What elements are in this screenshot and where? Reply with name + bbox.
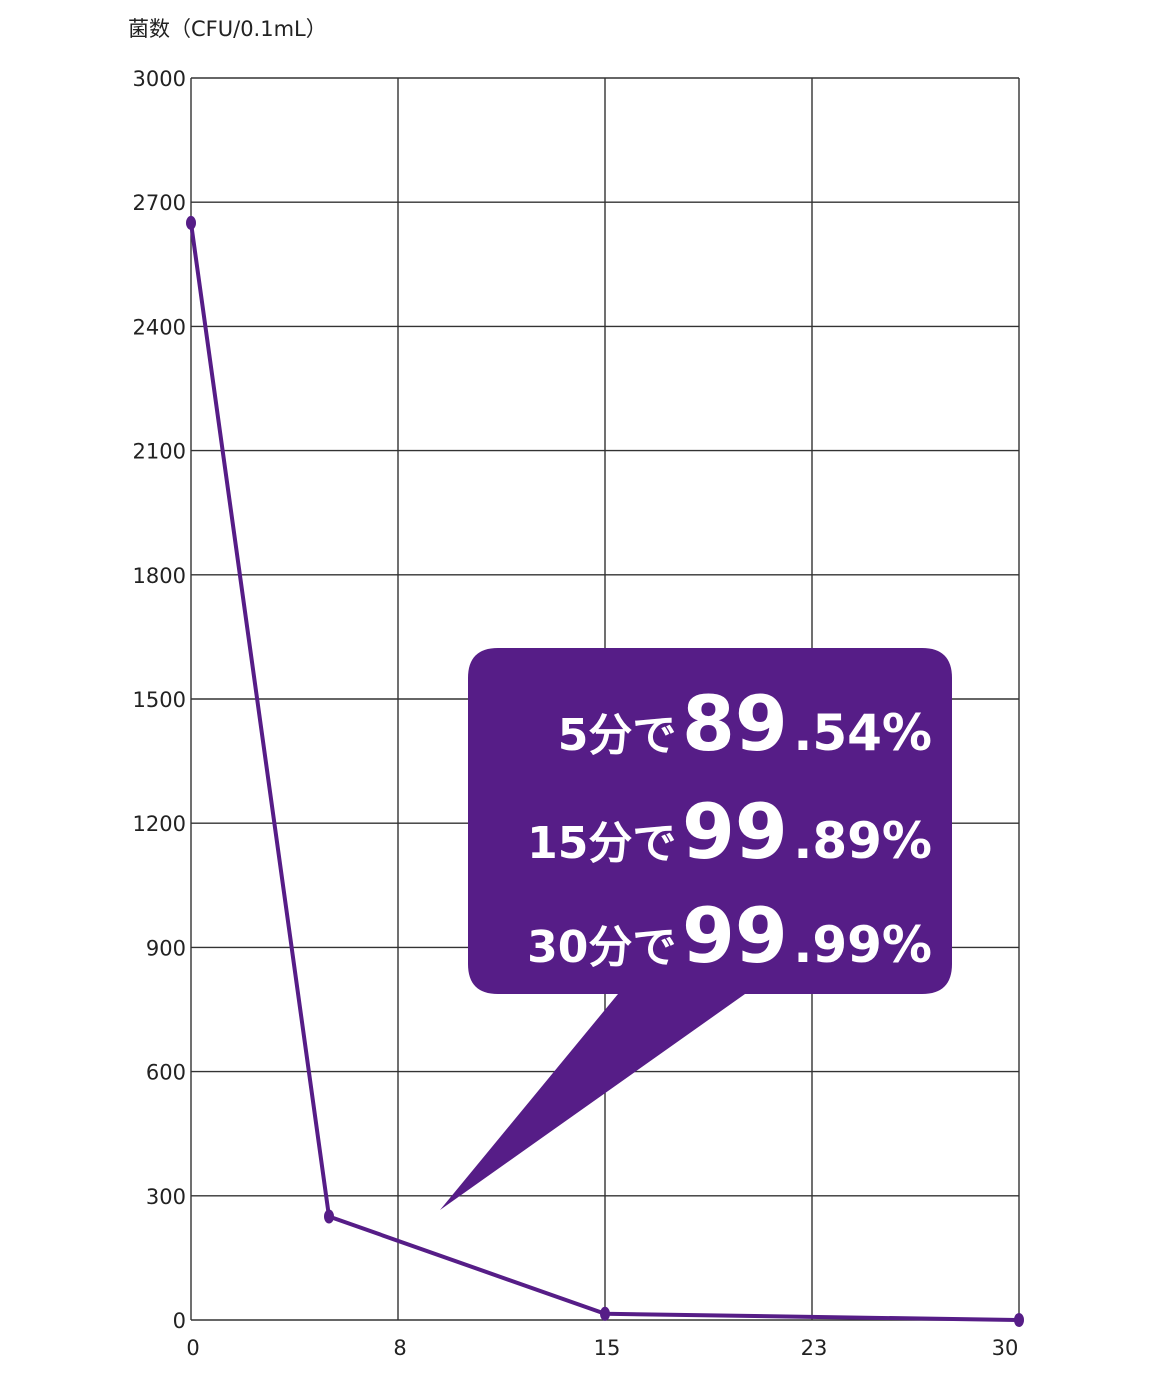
x-tick-label-3: 23 (801, 1336, 828, 1360)
x-tick-label-1: 8 (393, 1336, 406, 1360)
callout-1-prefix: 5分で (558, 710, 677, 761)
y-tick-label-9: 300 (146, 1185, 186, 1209)
x-tick-labels: 0 8 15 23 30 (186, 1336, 1018, 1360)
callout-1-big: 89 (682, 679, 788, 768)
data-point-0-0 (186, 215, 196, 230)
y-tick-label-4: 1800 (133, 564, 186, 588)
data-point-0-2 (600, 1306, 610, 1321)
y-tick-label-6: 1200 (133, 812, 186, 836)
y-tick-label-10: 0 (173, 1309, 186, 1333)
y-tick-label-5: 1500 (133, 688, 186, 712)
callout-1-rest: .54% (793, 704, 932, 762)
callout-2-prefix: 15分で (527, 818, 676, 869)
callout-line-2: 15分で 99 .89% (527, 787, 932, 876)
y-tick-label-0: 3000 (133, 67, 186, 91)
y-tick-label-7: 900 (146, 936, 186, 960)
y-axis-label: 菌数（CFU/0.1mL） (128, 17, 327, 41)
data-point-0-1 (324, 1209, 334, 1224)
callout-2-big: 99 (682, 787, 788, 876)
callout-bubble: 5分で 89 .54% 15分で 99 .89% 30分で 99 .99% (440, 648, 952, 1210)
y-tick-label-2: 2400 (133, 315, 186, 339)
data-point-0-3 (1014, 1313, 1024, 1327)
y-tick-label-3: 2100 (133, 440, 186, 464)
callout-3-prefix: 30分で (527, 922, 676, 973)
series-polyline-0 (189, 222, 1020, 1322)
y-tick-label-1: 2700 (133, 191, 186, 215)
series-line (186, 215, 1024, 1327)
callout-line-3: 30分で 99 .99% (527, 891, 932, 980)
x-tick-label-0: 0 (186, 1336, 199, 1360)
x-tick-label-4: 30 (992, 1336, 1019, 1360)
y-tick-label-8: 600 (146, 1061, 186, 1085)
callout-line-1: 5分で 89 .54% (558, 679, 932, 768)
callout-2-rest: .89% (793, 812, 932, 870)
callout-3-rest: .99% (793, 916, 932, 974)
x-tick-label-2: 15 (594, 1336, 621, 1360)
callout-3-big: 99 (682, 891, 788, 980)
callout-background (440, 648, 952, 1210)
